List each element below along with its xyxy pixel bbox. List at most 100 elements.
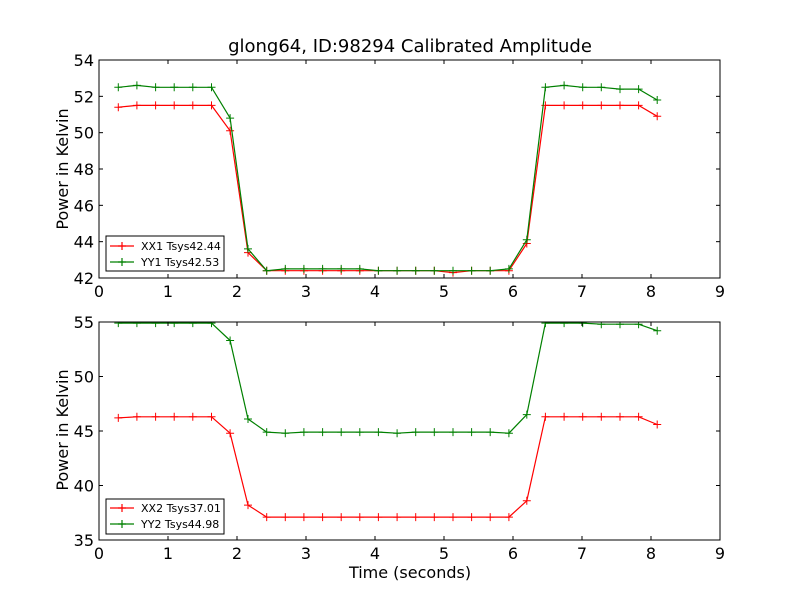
- bottom-data-point-xx2: [188, 412, 197, 421]
- bottom-data-point-yy2: [355, 428, 364, 437]
- top-data-point-xx1: [170, 101, 179, 110]
- top-data-point-yy1: [299, 264, 308, 273]
- top-legend-marker-yy1: [118, 258, 126, 266]
- bottom-y-tick-label: 45: [74, 422, 94, 441]
- bottom-data-point-xx2: [560, 412, 569, 421]
- bottom-data-point-yy2: [299, 428, 308, 437]
- bottom-x-tick-label: 8: [646, 544, 656, 563]
- top-y-tick-label: 52: [74, 87, 94, 106]
- top-data-point-yy1: [244, 244, 252, 253]
- top-y-tick-label: 54: [74, 51, 94, 70]
- bottom-data-point-yy2: [634, 322, 643, 329]
- top-data-point-yy1: [132, 81, 141, 90]
- top-data-point-yy1: [188, 83, 197, 92]
- bottom-data-point-yy2: [541, 322, 550, 328]
- top-data-point-xx1: [188, 101, 197, 110]
- bottom-data-point-xx2: [467, 513, 476, 522]
- bottom-series-layer: [114, 322, 662, 522]
- bottom-data-point-xx2: [486, 513, 495, 522]
- top-data-point-yy1: [226, 114, 235, 123]
- top-data-point-yy1: [560, 81, 569, 90]
- top-y-tick-label: 50: [74, 124, 94, 143]
- bottom-data-point-xx2: [578, 412, 587, 421]
- bottom-data-point-yy2: [467, 428, 476, 437]
- bottom-data-point-yy2: [504, 429, 513, 438]
- top-data-point-yy1: [337, 264, 346, 273]
- x-axis-label: Time (seconds): [348, 563, 471, 582]
- bottom-data-point-yy2: [653, 326, 662, 335]
- top-data-point-xx1: [653, 112, 662, 121]
- top-data-point-yy1: [653, 96, 662, 104]
- bottom-data-point-yy2: [430, 428, 439, 437]
- bottom-data-point-yy2: [374, 428, 383, 437]
- bottom-data-point-yy2: [578, 322, 587, 328]
- top-data-point-yy1: [374, 266, 383, 275]
- top-data-point-yy1: [634, 85, 643, 94]
- bottom-legend-box: [105, 498, 225, 535]
- top-y-tick-label: 42: [74, 269, 94, 288]
- top-y-tick-label: 46: [74, 196, 94, 215]
- top-data-point-xx1: [226, 126, 235, 135]
- top-ticks: 0 1 2 3 4 5 6 7 8 9 42 44 46 48 50 52 54: [74, 51, 725, 301]
- top-data-point-yy1: [151, 83, 160, 92]
- top-legend: XX1 Tsys42.44 YY1 Tsys42.53: [105, 235, 225, 272]
- top-x-tick-label: 4: [370, 282, 380, 301]
- bottom-data-point-xx2: [522, 496, 531, 505]
- bottom-data-point-yy2: [318, 428, 327, 437]
- top-data-point-yy1: [318, 264, 327, 273]
- top-data-point-yy1: [504, 264, 513, 273]
- top-data-point-xx1: [560, 101, 569, 110]
- bottom-y-tick-label: 50: [74, 368, 94, 387]
- bottom-data-point-yy2: [226, 336, 235, 345]
- top-x-tick-label: 7: [577, 282, 587, 301]
- bottom-data-point-yy2: [281, 429, 290, 438]
- top-data-point-xx1: [207, 101, 216, 110]
- bottom-x-tick-label: 9: [715, 544, 725, 563]
- bottom-x-tick-label: 4: [370, 544, 380, 563]
- bottom-data-point-xx2: [653, 420, 662, 429]
- bottom-data-point-yy2: [188, 322, 197, 328]
- top-x-tick-label: 2: [232, 282, 242, 301]
- bottom-data-point-xx2: [411, 513, 420, 522]
- top-data-point-yy1: [281, 264, 290, 273]
- top-y-axis-label: Power in Kelvin: [53, 108, 72, 229]
- bottom-legend-label-xx2: XX2 Tsys37.01: [141, 502, 221, 515]
- top-data-point-yy1: [170, 83, 179, 92]
- bottom-x-tick-label: 1: [163, 544, 173, 563]
- bottom-data-point-xx2: [430, 513, 439, 522]
- top-x-tick-label: 5: [439, 282, 449, 301]
- bottom-data-point-xx2: [170, 412, 179, 421]
- top-data-point-yy1: [355, 264, 364, 273]
- top-data-point-xx1: [634, 101, 643, 110]
- top-data-point-yy1: [411, 266, 420, 275]
- top-data-point-yy1: [393, 266, 402, 275]
- bottom-data-point-yy2: [616, 322, 624, 329]
- top-x-tick-label: 3: [301, 282, 311, 301]
- top-data-point-yy1: [430, 266, 439, 275]
- top-y-tick-label: 48: [74, 160, 94, 179]
- bottom-data-point-yy2: [393, 429, 402, 438]
- bottom-y-tick-label: 40: [74, 477, 94, 496]
- bottom-legend-label-yy2: YY2 Tsys44.98: [140, 518, 219, 531]
- bottom-data-point-yy2: [560, 322, 569, 328]
- bottom-y-tick-label: 55: [74, 313, 94, 332]
- bottom-data-point-yy2: [411, 428, 420, 437]
- top-subplot: 0 1 2 3 4 5 6 7 8 9 42 44 46 48 50 52 54 XX1 Tsys42.44 Y…: [74, 51, 725, 301]
- bottom-data-point-xx2: [114, 413, 123, 422]
- bottom-data-point-yy2: [132, 322, 141, 328]
- bottom-data-point-xx2: [393, 513, 402, 522]
- bottom-y-tick-label: 35: [74, 531, 94, 550]
- top-data-point-yy1: [616, 85, 624, 94]
- bottom-data-point-xx2: [318, 513, 327, 522]
- bottom-data-point-xx2: [244, 501, 252, 510]
- bottom-data-point-yy2: [151, 322, 160, 328]
- top-data-point-xx1: [151, 101, 160, 110]
- bottom-data-point-yy2: [486, 428, 495, 437]
- top-x-tick-label: 1: [163, 282, 173, 301]
- bottom-data-point-xx2: [634, 412, 643, 421]
- bottom-data-point-xx2: [374, 513, 383, 522]
- top-data-point-xx1: [578, 101, 587, 110]
- top-y-tick-label: 44: [74, 233, 94, 252]
- bottom-data-point-xx2: [151, 412, 160, 421]
